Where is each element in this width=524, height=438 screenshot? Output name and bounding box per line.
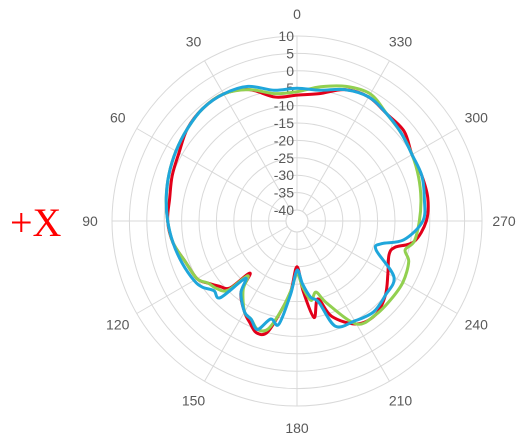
angle-tick-label: 90 xyxy=(82,213,98,229)
angle-tick-label: 120 xyxy=(106,317,130,333)
series-lines xyxy=(164,84,430,337)
radial-tick-label: -30 xyxy=(274,167,294,183)
angle-tick-label: 330 xyxy=(389,34,413,50)
grid-spoke xyxy=(136,128,288,216)
angle-tick-labels: 0 30 60 90 120 150 180 210 240 270 300 330 xyxy=(82,6,516,436)
radial-tick-label: -10 xyxy=(274,98,294,114)
radial-tick-label: -15 xyxy=(274,115,294,131)
angle-tick-label: 300 xyxy=(465,110,489,126)
angle-tick-label: 240 xyxy=(465,317,489,333)
grid-spoke xyxy=(204,60,292,212)
radial-tick-label: 10 xyxy=(278,28,294,44)
grid-spoke xyxy=(302,60,390,212)
radial-tick-label: -20 xyxy=(274,132,294,148)
radial-tick-label: -35 xyxy=(274,185,294,201)
grid-spoke xyxy=(302,230,390,382)
angle-tick-label: 270 xyxy=(492,213,516,229)
grid-spoke xyxy=(204,230,292,382)
grid-spoke xyxy=(136,226,288,314)
radial-tick-label: -40 xyxy=(274,202,294,218)
angle-tick-label: 0 xyxy=(293,6,301,22)
radial-tick-label: 0 xyxy=(286,63,294,79)
angle-tick-label: 60 xyxy=(110,110,126,126)
angle-tick-label: 180 xyxy=(285,420,309,436)
axis-annotation-plus-x: +X xyxy=(10,200,62,245)
angle-tick-label: 30 xyxy=(186,34,202,50)
angle-tick-label: 210 xyxy=(389,392,413,408)
radial-tick-label: 5 xyxy=(286,45,294,61)
grid-spoke xyxy=(306,128,458,216)
series-line-1 xyxy=(166,88,430,337)
radial-tick-label: -25 xyxy=(274,150,294,166)
angle-tick-label: 150 xyxy=(182,392,206,408)
grid-spoke xyxy=(306,226,458,314)
series-line-3 xyxy=(164,84,427,331)
